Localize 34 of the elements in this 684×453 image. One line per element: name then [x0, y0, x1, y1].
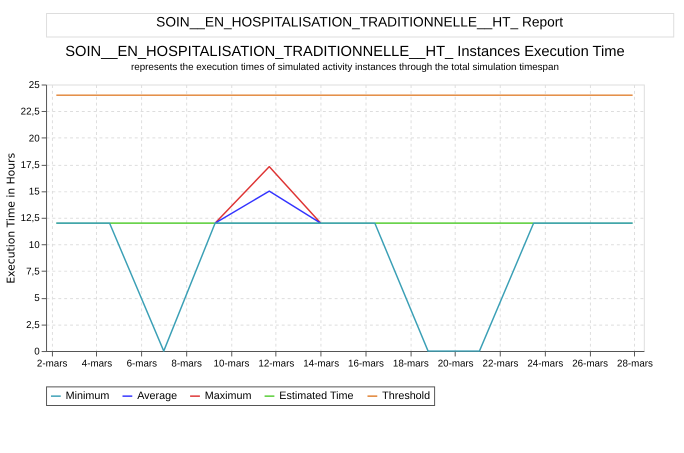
chart-subtitle: represents the execution times of simulated activity instances through the total simulation timespan [130, 62, 559, 73]
y-tick-label: 12,5 [20, 213, 40, 224]
x-tick-label: 4-mars [82, 358, 112, 370]
y-tick-label: 17,5 [20, 160, 40, 171]
y-tick-label: 10 [28, 240, 40, 251]
y-tick-label: 20 [28, 133, 40, 144]
x-tick-label: 26-mars [572, 358, 608, 370]
y-tick-label: 0 [34, 346, 40, 358]
x-tick-label: 6-mars [126, 358, 158, 370]
legend-label: Maximum [204, 390, 252, 402]
x-tick-label: 24-mars [527, 358, 564, 370]
legend-label: Average [137, 390, 178, 402]
x-tick-label: 16-mars [348, 358, 384, 370]
x-tick-label: 14-mars [303, 358, 340, 370]
y-tick-label: 5 [34, 293, 40, 304]
y-tick-label: 22,5 [20, 106, 40, 118]
x-tick-label: 2-mars [36, 358, 68, 370]
legend-label: Minimum [66, 390, 110, 402]
y-axis-title: Execution Time in Hours [4, 152, 18, 284]
legend-label: Estimated Time [279, 390, 354, 402]
x-tick-label: 28-mars [617, 358, 654, 370]
x-tick-label: 8-mars [171, 358, 202, 370]
text: SOIN__EN_HOSPITALISATION_TRADITIONNELLE__HT_ Report [156, 14, 564, 30]
y-tick-label: 25 [28, 80, 40, 91]
x-tick-label: 22-mars [482, 358, 519, 370]
x-tick-label: 10-mars [214, 358, 250, 370]
legend-label: Threshold [382, 390, 430, 402]
x-tick-label: 20-mars [438, 358, 474, 370]
y-tick-label: 7,5 [26, 266, 40, 278]
chart-title: SOIN__EN_HOSPITALISATION_TRADITIONNELLE__HT_ Instances Execution Time [65, 44, 625, 60]
y-tick-label: 2,5 [26, 320, 40, 331]
x-tick-label: 12-mars [258, 358, 294, 370]
y-tick-label: 15 [28, 186, 40, 198]
x-tick-label: 18-mars [392, 358, 429, 370]
